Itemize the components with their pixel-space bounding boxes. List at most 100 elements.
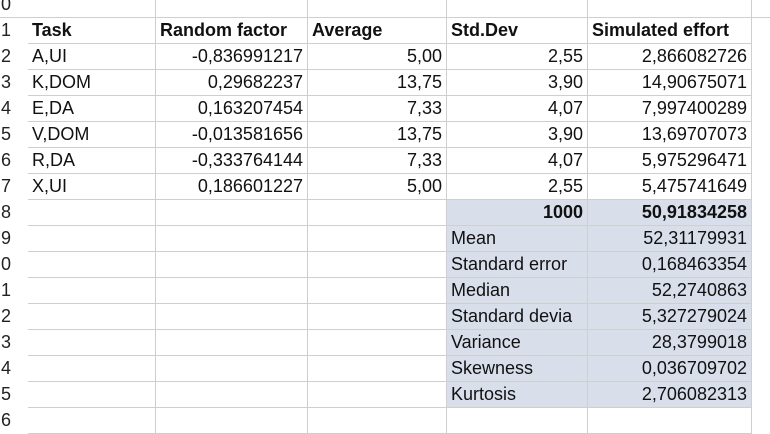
std-dev-cell[interactable]: 4,07 bbox=[447, 148, 588, 174]
cell[interactable] bbox=[308, 0, 447, 18]
cell[interactable] bbox=[28, 200, 156, 226]
cell[interactable] bbox=[588, 0, 752, 18]
summary-effort-cell[interactable]: 50,91834258 bbox=[588, 200, 752, 226]
task-cell[interactable]: X,UI bbox=[28, 174, 156, 200]
iteration-count-cell[interactable]: 1000 bbox=[447, 200, 588, 226]
row-number: 5 bbox=[1, 384, 12, 404]
cell[interactable] bbox=[28, 252, 156, 278]
effort-cell[interactable]: 13,69707073 bbox=[588, 122, 752, 148]
cell[interactable] bbox=[156, 408, 308, 434]
row-number: 2 bbox=[1, 306, 12, 326]
stat-label-cell[interactable]: Standard devia bbox=[447, 304, 588, 330]
row-number: 3 bbox=[1, 72, 12, 92]
task-cell[interactable]: K,DOM bbox=[28, 70, 156, 96]
random-factor-cell[interactable]: -0,333764144 bbox=[156, 148, 308, 174]
row-number: 4 bbox=[1, 358, 12, 378]
row-number: 5 bbox=[1, 124, 12, 144]
stat-value-cell[interactable]: 2,706082313 bbox=[588, 382, 752, 408]
cell[interactable] bbox=[588, 408, 752, 434]
row-number: 6 bbox=[1, 150, 12, 170]
cell[interactable] bbox=[308, 200, 447, 226]
cell[interactable] bbox=[156, 226, 308, 252]
row-number: 8 bbox=[1, 202, 12, 222]
stat-label-cell[interactable]: Mean bbox=[447, 226, 588, 252]
cell[interactable] bbox=[308, 226, 447, 252]
average-cell[interactable]: 13,75 bbox=[308, 70, 447, 96]
cell[interactable] bbox=[156, 304, 308, 330]
cell[interactable] bbox=[28, 0, 156, 18]
cell[interactable] bbox=[28, 330, 156, 356]
stat-value-cell[interactable]: 0,036709702 bbox=[588, 356, 752, 382]
stat-label-cell[interactable]: Median bbox=[447, 278, 588, 304]
cell[interactable] bbox=[28, 356, 156, 382]
cell[interactable] bbox=[308, 252, 447, 278]
cell[interactable] bbox=[156, 0, 308, 18]
average-cell[interactable]: 5,00 bbox=[308, 174, 447, 200]
row-number: 4 bbox=[1, 98, 12, 118]
header-simulated-effort[interactable]: Simulated effort bbox=[588, 18, 752, 44]
effort-cell[interactable]: 5,975296471 bbox=[588, 148, 752, 174]
random-factor-cell[interactable]: -0,836991217 bbox=[156, 44, 308, 70]
task-cell[interactable]: R,DA bbox=[28, 148, 156, 174]
cell[interactable] bbox=[308, 330, 447, 356]
cell[interactable] bbox=[308, 356, 447, 382]
effort-cell[interactable]: 7,997400289 bbox=[588, 96, 752, 122]
task-cell[interactable]: E,DA bbox=[28, 96, 156, 122]
effort-cell[interactable]: 5,475741649 bbox=[588, 174, 752, 200]
cell[interactable] bbox=[308, 408, 447, 434]
std-dev-cell[interactable]: 3,90 bbox=[447, 70, 588, 96]
stat-label-cell[interactable]: Kurtosis bbox=[447, 382, 588, 408]
cell[interactable] bbox=[308, 304, 447, 330]
cell[interactable] bbox=[156, 200, 308, 226]
random-factor-cell[interactable]: 0,186601227 bbox=[156, 174, 308, 200]
row-number: 2 bbox=[1, 46, 12, 66]
std-dev-cell[interactable]: 2,55 bbox=[447, 44, 588, 70]
average-cell[interactable]: 7,33 bbox=[308, 148, 447, 174]
header-random-factor[interactable]: Random factor bbox=[156, 18, 308, 44]
header-std-dev[interactable]: Std.Dev bbox=[447, 18, 588, 44]
effort-cell[interactable]: 2,866082726 bbox=[588, 44, 752, 70]
random-factor-cell[interactable]: -0,013581656 bbox=[156, 122, 308, 148]
average-cell[interactable]: 13,75 bbox=[308, 122, 447, 148]
task-cell[interactable]: V,DOM bbox=[28, 122, 156, 148]
cell[interactable] bbox=[308, 278, 447, 304]
random-factor-cell[interactable]: 0,163207454 bbox=[156, 96, 308, 122]
stat-label-cell[interactable]: Variance bbox=[447, 330, 588, 356]
stat-value-cell[interactable]: 52,31179931 bbox=[588, 226, 752, 252]
average-cell[interactable]: 7,33 bbox=[308, 96, 447, 122]
stat-label-cell[interactable]: Skewness bbox=[447, 356, 588, 382]
stat-value-cell[interactable]: 28,3799018 bbox=[588, 330, 752, 356]
stat-value-cell[interactable]: 0,168463354 bbox=[588, 252, 752, 278]
stat-label-cell[interactable]: Standard error bbox=[447, 252, 588, 278]
cell[interactable] bbox=[447, 0, 588, 18]
row-number: 7 bbox=[1, 176, 12, 196]
header-task[interactable]: Task bbox=[28, 18, 156, 44]
average-cell[interactable]: 5,00 bbox=[308, 44, 447, 70]
cell[interactable] bbox=[447, 408, 588, 434]
cell[interactable] bbox=[28, 226, 156, 252]
header-average[interactable]: Average bbox=[308, 18, 447, 44]
cell[interactable] bbox=[28, 278, 156, 304]
row-number: 0 bbox=[1, 254, 12, 274]
std-dev-cell[interactable]: 4,07 bbox=[447, 96, 588, 122]
task-cell[interactable]: A,UI bbox=[28, 44, 156, 70]
cell[interactable] bbox=[156, 252, 308, 278]
stat-value-cell[interactable]: 5,327279024 bbox=[588, 304, 752, 330]
row-number: 0 bbox=[1, 0, 12, 14]
row-number: 9 bbox=[1, 228, 12, 248]
cell[interactable] bbox=[28, 382, 156, 408]
cell[interactable] bbox=[156, 278, 308, 304]
std-dev-cell[interactable]: 3,90 bbox=[447, 122, 588, 148]
stat-value-cell[interactable]: 52,2740863 bbox=[588, 278, 752, 304]
cell[interactable] bbox=[28, 408, 156, 434]
effort-cell[interactable]: 14,90675071 bbox=[588, 70, 752, 96]
cell[interactable] bbox=[156, 382, 308, 408]
random-factor-cell[interactable]: 0,29682237 bbox=[156, 70, 308, 96]
cell[interactable] bbox=[28, 304, 156, 330]
row-number: 3 bbox=[1, 332, 12, 352]
std-dev-cell[interactable]: 2,55 bbox=[447, 174, 588, 200]
cell[interactable] bbox=[308, 382, 447, 408]
cell[interactable] bbox=[156, 330, 308, 356]
cell[interactable] bbox=[156, 356, 308, 382]
